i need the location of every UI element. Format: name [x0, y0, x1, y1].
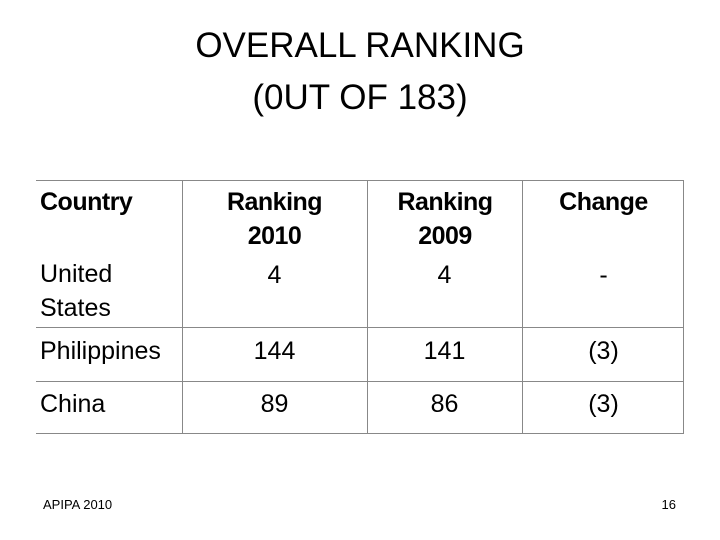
column-divider	[367, 180, 368, 434]
country-cell: China	[40, 390, 106, 418]
change-cell: (3)	[588, 337, 619, 365]
country-cell: United States	[40, 260, 113, 322]
table-frame	[36, 180, 684, 434]
rank-2009-cell: 86	[430, 390, 459, 418]
column-header: Change	[559, 188, 648, 216]
rank-2010-cell: 4	[267, 261, 282, 289]
rank-2010-cell: 144	[253, 337, 296, 365]
change-cell: (3)	[588, 390, 619, 418]
change-cell: -	[599, 261, 608, 289]
title-line: (0UT OF 183)	[252, 78, 468, 117]
page-number: 16	[661, 497, 676, 512]
title-line: OVERALL RANKING	[195, 26, 525, 65]
row-divider	[36, 327, 684, 328]
column-header: Country	[40, 188, 133, 216]
rank-2009-cell: 4	[437, 261, 452, 289]
rank-2009-cell: 141	[423, 337, 466, 365]
column-header: Ranking 2010	[226, 188, 323, 250]
column-divider	[522, 180, 523, 434]
footer-source: APIPA 2010	[43, 497, 113, 512]
column-divider	[182, 180, 183, 434]
row-divider	[36, 381, 684, 382]
rank-2010-cell: 89	[260, 390, 289, 418]
country-cell: Philippines	[40, 337, 161, 365]
column-header: Ranking 2009	[397, 188, 493, 250]
